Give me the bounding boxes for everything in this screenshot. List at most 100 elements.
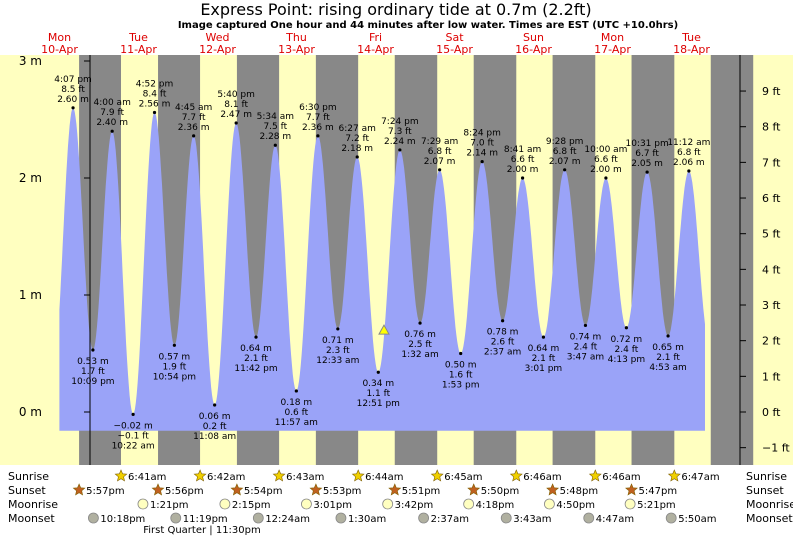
tide-label: 11:12 am xyxy=(667,138,710,148)
tide-label: 0.74 m xyxy=(570,332,602,342)
moonset-icon xyxy=(170,512,182,524)
sunset-icon xyxy=(230,483,244,496)
tide-label: −0.02 m xyxy=(114,421,153,431)
sunrise-time: 6:46am xyxy=(523,472,561,483)
tide-label: 0.34 m xyxy=(362,379,394,389)
sunrise-icon xyxy=(667,469,681,482)
tide-label: 6.6 ft xyxy=(594,155,618,165)
tide-label: 7.0 ft xyxy=(470,139,494,149)
tide-label: 2.06 m xyxy=(673,158,705,168)
right-tick-label: 8 ft xyxy=(762,121,781,134)
right-tick-label: 6 ft xyxy=(762,192,781,205)
tide-label: 6.8 ft xyxy=(428,147,452,157)
tide-label: 2.6 ft xyxy=(491,338,515,348)
sunrise-icon xyxy=(114,469,128,482)
night-band xyxy=(710,55,754,465)
tide-label: 11:42 pm xyxy=(234,364,277,374)
day-of-week: Mon xyxy=(601,31,624,44)
tide-label: 2.60 m xyxy=(57,95,89,105)
tide-label: 0.18 m xyxy=(280,398,312,408)
moonset-time: 11:19pm xyxy=(183,514,228,525)
tide-label: 7.9 ft xyxy=(100,108,124,118)
day-date: 14-Apr xyxy=(357,43,394,56)
tide-point xyxy=(355,155,359,159)
moonset-icon xyxy=(665,512,677,524)
moonrise-icon xyxy=(137,498,149,510)
tide-area xyxy=(59,107,705,431)
tide-label: 7.7 ft xyxy=(306,113,330,123)
tide-label: 7:29 am xyxy=(421,137,458,147)
tide-label: 7.5 ft xyxy=(263,122,287,132)
tide-point xyxy=(666,334,670,338)
moonset-time: 2:37am xyxy=(431,514,469,525)
day-date: 17-Apr xyxy=(594,43,631,56)
tide-point xyxy=(541,335,546,339)
tide-point xyxy=(213,403,217,407)
tide-label: 2.07 m xyxy=(549,157,581,167)
astronomy-rows: Sunrise Sunrise 6:41am 6:42am 6:43am 6:44am 6:… xyxy=(8,469,793,536)
tide-label: 2.56 m xyxy=(139,99,171,109)
tide-label: 0.65 m xyxy=(652,343,684,353)
tide-point xyxy=(316,134,320,138)
sunset-icon xyxy=(151,483,165,496)
sunset-time: 5:54pm xyxy=(244,486,283,497)
tide-label: 4:07 pm xyxy=(54,75,92,85)
tide-label: 2.3 ft xyxy=(326,346,350,356)
moonrise-icon xyxy=(624,498,636,510)
tide-point xyxy=(273,143,277,147)
tide-label: 10:09 pm xyxy=(71,377,114,387)
moonset-row-label: Moonset xyxy=(8,512,55,525)
tide-point xyxy=(418,321,422,325)
left-tick-label: 1 m xyxy=(19,288,42,302)
moonrise-icon xyxy=(463,498,475,510)
day-of-week: Mon xyxy=(48,31,71,44)
tide-label: 7:24 pm xyxy=(381,117,419,127)
tide-point xyxy=(336,327,340,331)
day-date: 13-Apr xyxy=(278,43,315,56)
sunrise-row-label: Sunrise xyxy=(8,470,49,483)
moonrise-time: 4:50pm xyxy=(556,500,595,511)
tide-label: 5:34 am xyxy=(257,112,294,122)
moonrise-time: 1:21pm xyxy=(150,500,189,511)
tide-label: 0.53 m xyxy=(77,357,109,367)
tide-label: 8.5 ft xyxy=(61,85,85,95)
tide-label: 0.2 ft xyxy=(203,422,227,432)
tide-point xyxy=(110,129,114,133)
sunrise-time: 6:45am xyxy=(444,472,482,483)
moonrise-icon xyxy=(301,498,312,510)
sunrise-time: 6:42am xyxy=(207,472,245,483)
tide-label: 0.6 ft xyxy=(284,408,308,418)
sunset-time: 5:50pm xyxy=(481,486,520,497)
moonset-row-label-right: Moonset xyxy=(746,512,793,525)
tide-label: 0.50 m xyxy=(445,361,477,371)
sunrise-icon xyxy=(509,469,523,482)
moonset-icon xyxy=(500,512,512,524)
sunset-time: 5:56pm xyxy=(165,486,204,497)
day-date: 10-Apr xyxy=(41,43,78,56)
tide-label: 2.18 m xyxy=(341,144,373,154)
left-tick-label: 2 m xyxy=(19,171,42,185)
tide-label: 0.78 m xyxy=(487,328,519,338)
tide-label: 2.4 ft xyxy=(615,345,639,355)
tide-label: 10:22 am xyxy=(112,441,155,451)
moonrise-row-label-right: Moonrise xyxy=(746,498,793,511)
tide-label: 0.72 m xyxy=(611,335,643,345)
tide-point xyxy=(501,319,505,323)
sunset-time: 5:47pm xyxy=(639,486,678,497)
moonset-icon xyxy=(335,512,347,524)
tide-label: 7.7 ft xyxy=(182,113,206,123)
day-date: 16-Apr xyxy=(515,43,552,56)
tide-label: 3:47 am xyxy=(567,352,604,362)
tide-label: 2.1 ft xyxy=(532,354,556,364)
sunset-icon xyxy=(467,483,481,496)
moonset-time: 1:30am xyxy=(348,514,386,525)
left-tick-label: 3 m xyxy=(19,54,42,68)
sunset-time: 5:48pm xyxy=(560,486,599,497)
sunset-time: 5:57pm xyxy=(86,486,125,497)
sunset-icon xyxy=(546,483,560,496)
tide-point xyxy=(91,348,95,352)
sunset-time: 5:51pm xyxy=(402,486,441,497)
tide-label: 4:53 am xyxy=(649,363,686,373)
tide-label: 0.57 m xyxy=(159,352,191,362)
tide-label: 1:53 pm xyxy=(442,381,480,391)
